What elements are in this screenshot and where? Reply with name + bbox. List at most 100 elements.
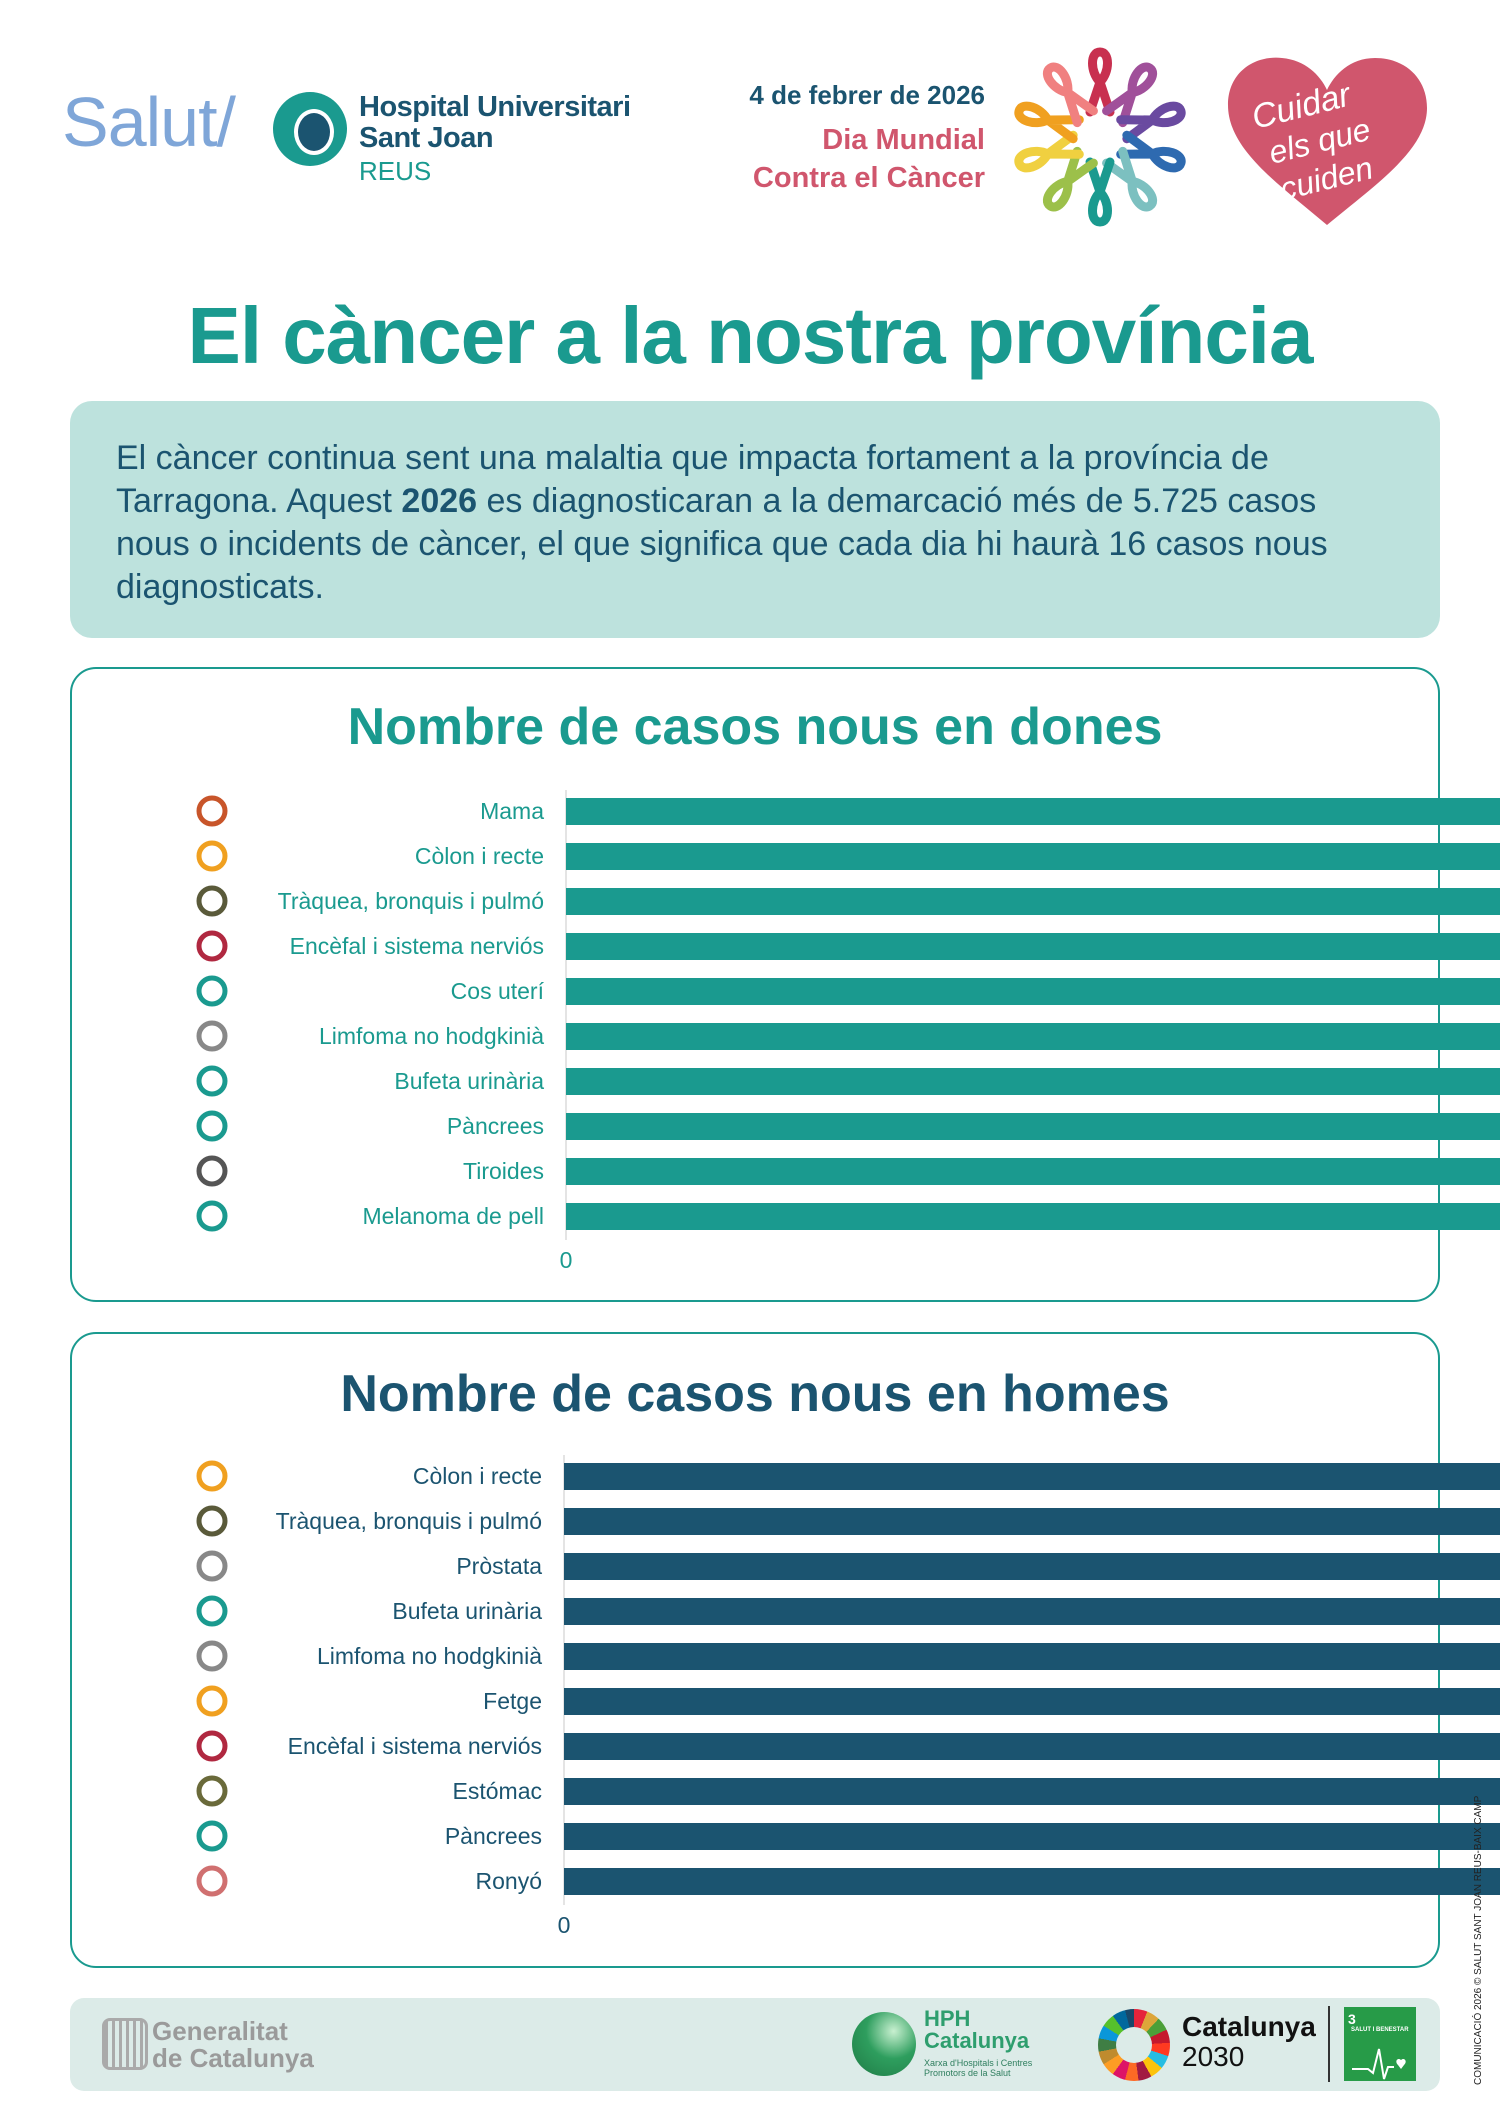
kidney-icon <box>196 1865 228 1897</box>
bar <box>564 1643 1500 1670</box>
ribbons-circle-icon <box>1014 47 1186 227</box>
hph-sub2: Promotors de la Salut <box>924 2068 1011 2078</box>
brain-icon <box>196 1730 228 1762</box>
lungs-icon <box>196 1505 228 1537</box>
cat-line1: Catalunya <box>1182 2011 1316 2042</box>
bar <box>566 1203 1500 1230</box>
intro-box: El càncer continua sent una malaltia que… <box>70 401 1440 638</box>
goal-number: 3 <box>1348 2011 1356 2027</box>
x-tick-label: 0 <box>560 1247 573 1273</box>
x-tick-label: 0 <box>558 1912 571 1938</box>
women-chart-title: Nombre de casos nous en dones <box>347 698 1163 756</box>
hospital-name: Hospital Universitari Sant Joan <box>359 92 631 154</box>
bar <box>566 1158 1500 1185</box>
pancreas-icon <box>196 1820 228 1852</box>
bar <box>566 843 1500 870</box>
footer-divider <box>1328 2006 1330 2082</box>
category-label: Còlon i recte <box>415 843 544 869</box>
category-label: Melanoma de pell <box>362 1203 544 1229</box>
hph-subtitle: Xarxa d'Hospitals i Centres Promotors de … <box>924 2058 1032 2078</box>
bar <box>566 888 1500 915</box>
lymphoma-figure-icon <box>196 1020 228 1052</box>
thyroid-icon <box>196 1155 228 1187</box>
skin-figure-icon <box>196 1200 228 1232</box>
prostate-icon <box>196 1550 228 1582</box>
ribbon-icon <box>1042 62 1098 128</box>
breast-icon <box>196 795 228 827</box>
credit-text: COMUNICACIÓ 2026 © SALUT SANT JOAN REUS-… <box>1473 1795 1484 2085</box>
category-label: Tràquea, bronquis i pulmó <box>276 1508 542 1534</box>
category-label: Tiroides <box>463 1158 544 1184</box>
category-label: Fetge <box>483 1688 542 1714</box>
hospital-logo-icon <box>273 92 347 166</box>
heartbeat-icon <box>1352 2048 1406 2080</box>
goal-label: SALUT I BENESTAR <box>1351 2027 1409 2033</box>
category-label: Tràquea, bronquis i pulmó <box>278 888 544 914</box>
sdg-wheel-icon <box>1098 2009 1170 2081</box>
bar <box>564 1823 1500 1850</box>
salut-logo: Salut/ <box>62 83 236 161</box>
bar <box>564 1733 1500 1760</box>
liver-icon <box>196 1685 228 1717</box>
catalunya-2030-logo: Catalunya 2030 <box>1182 2012 1316 2072</box>
generalitat-line1: Generalitat <box>152 2016 288 2046</box>
bar <box>564 1868 1500 1895</box>
bar <box>566 1068 1500 1095</box>
category-label: Mama <box>480 798 544 824</box>
hph-sub1: Xarxa d'Hospitals i Centres <box>924 2058 1033 2068</box>
hph-line2: Catalunya <box>924 2028 1030 2053</box>
hospital-city: REUS <box>359 156 432 186</box>
bar <box>566 798 1500 825</box>
cat-line2: 2030 <box>1182 2041 1245 2072</box>
category-label: Bufeta urinària <box>392 1598 542 1624</box>
intro-text-cont: es diagnosticaran a la demarcació més de… <box>116 482 1328 606</box>
category-label: Pròstata <box>456 1553 542 1579</box>
hph-logo: HPH Catalunya <box>924 2008 1029 2052</box>
category-label: Limfoma no hodgkinià <box>317 1643 542 1669</box>
category-label: Bufeta urinària <box>394 1068 544 1094</box>
colon-icon <box>196 1460 228 1492</box>
heart-logo-icon: Cuidar els que cuiden <box>1228 57 1427 225</box>
category-label: Còlon i recte <box>413 1463 542 1489</box>
bar <box>566 933 1500 960</box>
footer-bar <box>70 1998 1440 2091</box>
bladder-icon <box>196 1595 228 1627</box>
category-label: Pàncrees <box>447 1113 544 1139</box>
category-label: Encèfal i sistema nerviós <box>288 1733 542 1759</box>
stomach-icon <box>196 1775 228 1807</box>
category-label: Encèfal i sistema nerviós <box>290 933 544 959</box>
hospital-name-line2: Sant Joan <box>359 122 494 154</box>
category-label: Estómac <box>453 1778 542 1804</box>
category-label: Cos uterí <box>451 978 545 1004</box>
bar <box>564 1508 1500 1535</box>
category-label: Limfoma no hodgkinià <box>319 1023 544 1049</box>
generalitat-logo: Generalitat de Catalunya <box>90 2018 314 2072</box>
bladder-icon <box>196 1065 228 1097</box>
pancreas-icon <box>196 1110 228 1142</box>
bar <box>566 1023 1500 1050</box>
bar <box>564 1463 1500 1490</box>
hph-line1: HPH <box>924 2006 971 2031</box>
sdg-goal-badge: 3SALUT I BENESTAR <box>1344 2007 1416 2081</box>
brain-icon <box>196 930 228 962</box>
bar <box>564 1598 1500 1625</box>
hospital-name-line1: Hospital Universitari <box>359 91 631 123</box>
event-name-line1: Dia Mundial <box>822 124 985 156</box>
bar <box>564 1553 1500 1580</box>
bar <box>564 1778 1500 1805</box>
event-name-line2: Contra el Càncer <box>752 162 985 194</box>
event-date: 4 de febrer de 2026 <box>749 80 985 110</box>
generalitat-emblem-icon <box>102 2018 148 2070</box>
bar <box>566 1113 1500 1140</box>
intro-year: 2026 <box>401 482 478 520</box>
bar <box>566 978 1500 1005</box>
lungs-icon <box>196 885 228 917</box>
generalitat-line2: de Catalunya <box>152 2043 314 2073</box>
intro-text: El càncer continua sent una malaltia que… <box>116 439 1269 520</box>
page-title: El càncer a la nostra província <box>187 291 1313 380</box>
hph-sphere-icon <box>852 2012 916 2076</box>
colon-icon <box>196 840 228 872</box>
lymphoma-figure-icon <box>196 1640 228 1672</box>
bar <box>564 1688 1500 1715</box>
